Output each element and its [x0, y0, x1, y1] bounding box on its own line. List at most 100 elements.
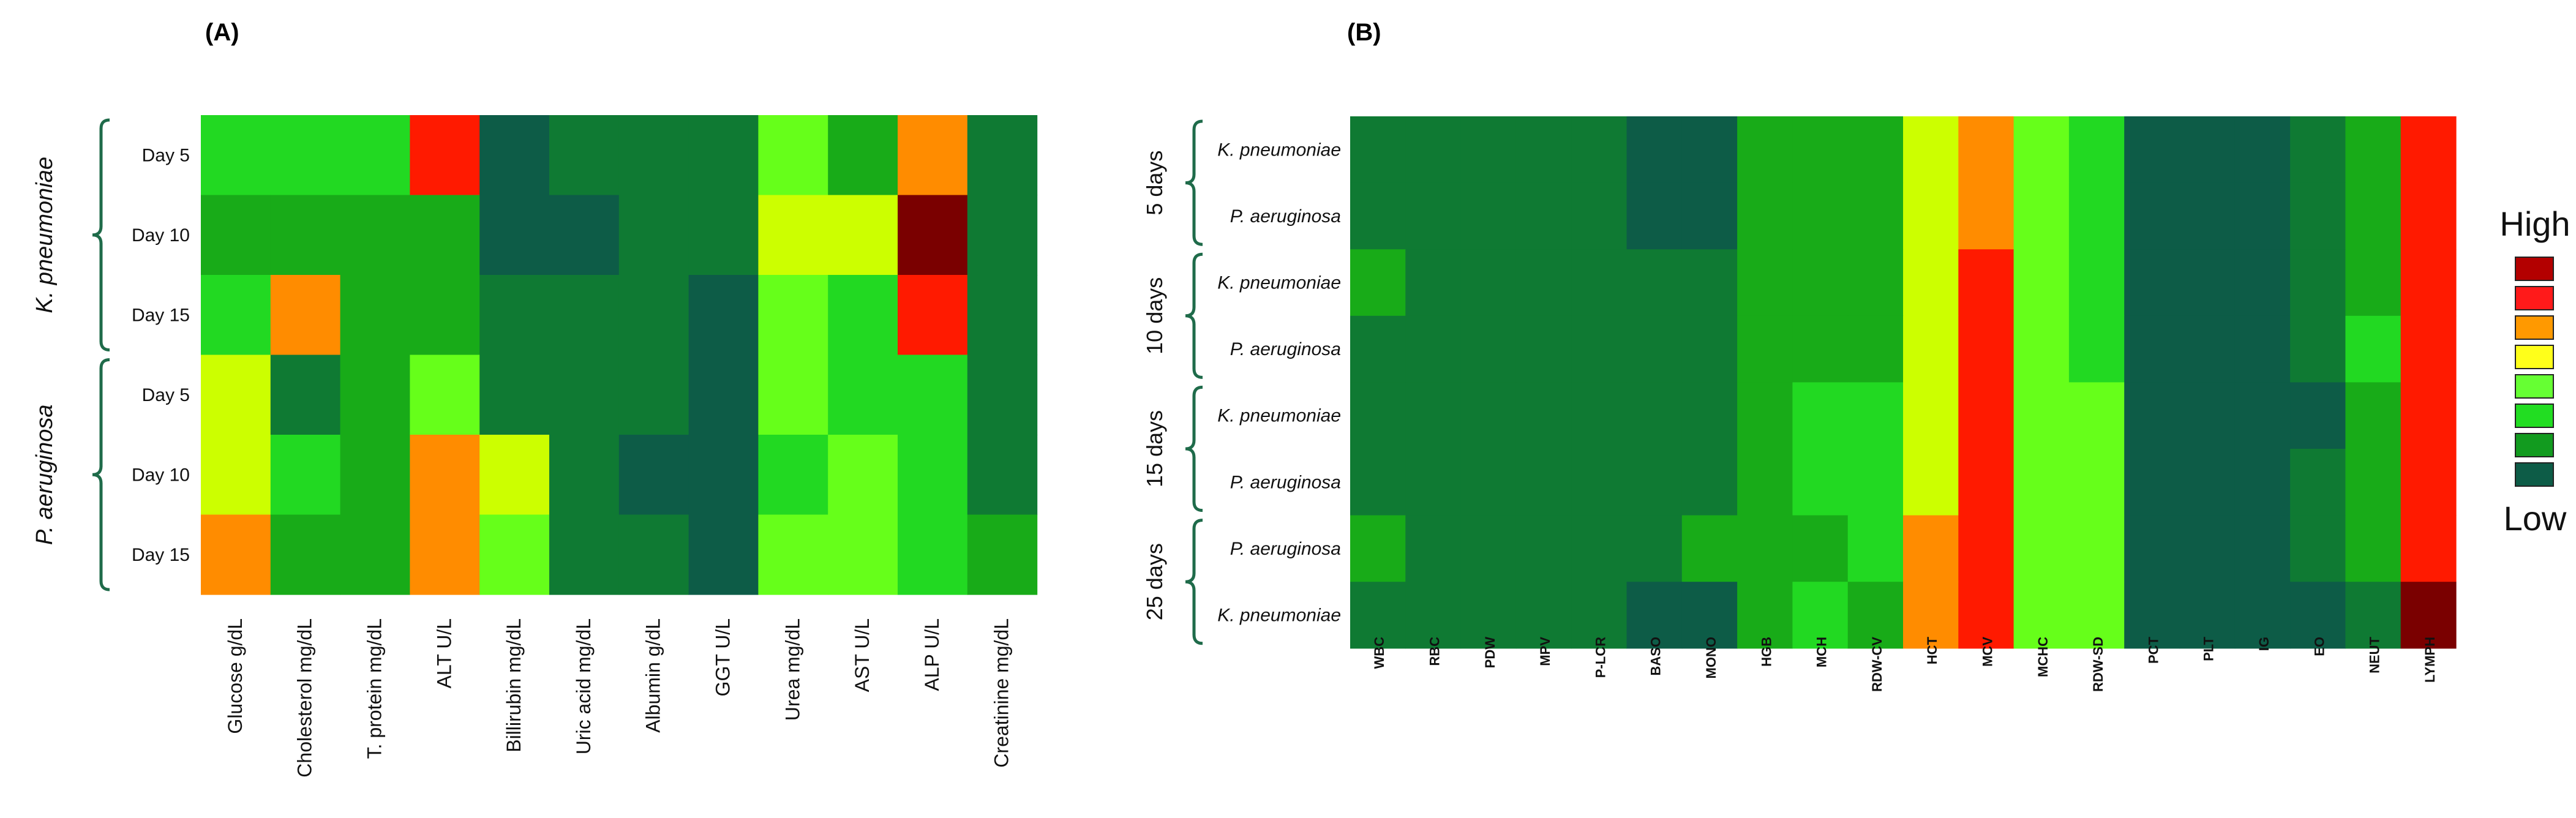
heatmap-cell [201, 514, 271, 595]
heatmap-cell [1847, 249, 1904, 317]
heatmap-cell [1903, 249, 1959, 317]
heatmap-cell [828, 435, 898, 516]
row-label: Day 10 [132, 225, 190, 246]
heatmap-cell [2234, 449, 2291, 516]
heatmap-cell [1903, 582, 1959, 649]
heatmap-cell [2234, 249, 2291, 317]
heatmap-cell [1958, 315, 2015, 383]
column-label: Albumin g/dL [642, 618, 664, 733]
heatmap-cell [2179, 249, 2236, 317]
heatmap-cell [1350, 582, 1406, 649]
heatmap-cell [2179, 582, 2236, 649]
heatmap-cell [1460, 582, 1517, 649]
heatmap-cell [1626, 249, 1683, 317]
column-label: RDW-CV [1869, 637, 1885, 692]
column-label: ALP U/L [921, 618, 943, 691]
heatmap-cell [758, 355, 828, 435]
heatmap-cell [1847, 382, 1904, 449]
heatmap-cell [1903, 116, 1959, 184]
heatmap-cell [1515, 182, 1572, 250]
heatmap-cell [2068, 515, 2125, 582]
heatmap-cell [618, 115, 689, 196]
heatmap-cell [1792, 515, 1849, 582]
row-label: K. pneumoniae [1217, 606, 1341, 626]
heatmap-cell [1737, 249, 1793, 317]
heatmap-cell [410, 115, 480, 196]
column-label: RDW-SD [2090, 637, 2106, 692]
column-label: T. protein mg/dL [364, 618, 386, 759]
heatmap-cell [1903, 315, 1959, 383]
heatmap-cell [1460, 182, 1517, 250]
heatmap-cell [1460, 449, 1517, 516]
heatmap-cell [898, 355, 968, 435]
heatmap-cell [1350, 116, 1406, 184]
heatmap-b: K. pneumoniae P. aeruginosa K. pneumoniae P… [1142, 116, 2457, 692]
legend-swatch [2515, 374, 2554, 399]
heatmap-cell [2400, 182, 2457, 250]
heatmap-cell [479, 195, 550, 276]
heatmap-cell [1460, 382, 1517, 449]
row-label: P. aeruginosa [1230, 339, 1341, 359]
group-brace [1185, 252, 1203, 379]
row-label: Day 15 [132, 305, 190, 325]
heatmap-cell [1626, 582, 1683, 649]
heatmap-cell [1515, 449, 1572, 516]
heatmap-cell [549, 355, 620, 435]
row-label: P. aeruginosa [1230, 539, 1341, 559]
heatmap-cell [549, 115, 620, 196]
column-label: P-LCR [1593, 637, 1608, 678]
heatmap-cell [1903, 182, 1959, 250]
heatmap-cell [898, 275, 968, 356]
legend-swatch [2515, 257, 2554, 281]
heatmap-cell [1571, 315, 1628, 383]
heatmap-cell [1958, 116, 2015, 184]
row-label: Day 5 [142, 145, 190, 165]
heatmap-cell [688, 115, 759, 196]
legend: High Low [2499, 204, 2570, 538]
heatmap-cell [410, 514, 480, 595]
heatmap-cell [270, 115, 341, 196]
heatmap-cell [1681, 315, 1738, 383]
heatmap-cell [688, 514, 759, 595]
heatmap-cell [1903, 515, 1959, 582]
heatmap-cell [270, 435, 341, 516]
heatmap-cell [2290, 315, 2346, 383]
heatmap-cell [758, 514, 828, 595]
row-label: K. pneumoniae [1217, 140, 1341, 160]
group-label: P. aeruginosa [32, 404, 58, 545]
heatmap-cell [1460, 315, 1517, 383]
heatmap-cell [1737, 515, 1793, 582]
heatmap-cell [2179, 515, 2236, 582]
column-label: PLT [2201, 636, 2217, 661]
heatmap-cell [1958, 449, 2015, 516]
heatmap-cell [340, 435, 410, 516]
heatmap-cell [1847, 515, 1904, 582]
heatmap-cell [2290, 116, 2346, 184]
heatmap-cell [2234, 315, 2291, 383]
heatmap-cell [2234, 116, 2291, 184]
heatmap-cell [1350, 449, 1406, 516]
heatmap-cell [340, 275, 410, 356]
heatmap-cell [828, 514, 898, 595]
group-label: 15 days [1142, 410, 1167, 487]
heatmap-cell [1515, 382, 1572, 449]
heatmap-cell [967, 195, 1038, 276]
heatmap-cell [201, 195, 271, 276]
heatmap-cell [1405, 582, 1462, 649]
group-brace [1185, 385, 1203, 512]
column-label: BASO [1648, 637, 1664, 676]
heatmap-cell [2400, 249, 2457, 317]
row-label: Day 15 [132, 545, 190, 565]
heatmap-cell [270, 275, 341, 356]
heatmap-cell [1737, 582, 1793, 649]
heatmap-cell [1958, 382, 2015, 449]
heatmap-cell [2013, 315, 2070, 383]
heatmap-cell [1792, 382, 1849, 449]
heatmap-cell [410, 275, 480, 356]
heatmap-cell [1847, 582, 1904, 649]
heatmap-cell [828, 195, 898, 276]
heatmap-cell [618, 195, 689, 276]
heatmap-cell [201, 355, 271, 435]
legend-swatch [2515, 286, 2554, 310]
